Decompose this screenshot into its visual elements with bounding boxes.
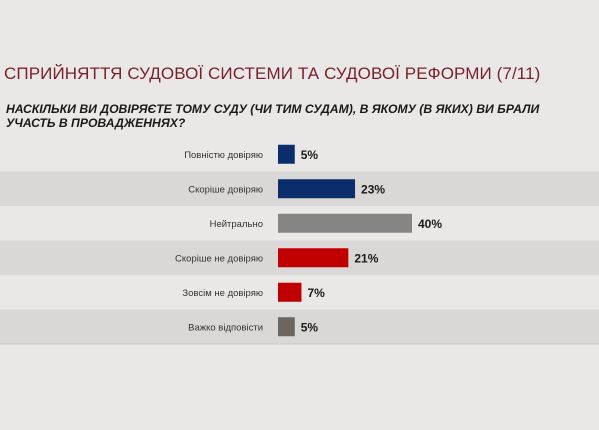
bar [278,248,349,268]
bar [278,179,356,199]
category-label: Скоріше не довіряю [175,253,263,264]
bar [278,144,295,164]
value-label: 5% [301,320,319,334]
bar [278,317,295,337]
category-label: Важко відповісти [188,322,263,333]
value-label: 7% [307,286,325,300]
category-label: Зовсім не довіряю [182,288,263,299]
value-label: 5% [301,148,319,162]
bar [278,213,412,233]
survey-question: НАСКІЛЬКИ ВИ ДОВІРЯЄТЕ ТОМУ СУДУ (ЧИ ТИМ… [6,102,540,130]
category-label: Нейтрально [210,219,263,230]
value-label: 21% [354,251,378,265]
row-band [0,309,599,344]
value-label: 40% [418,217,442,231]
bar [278,282,302,302]
category-label: Скоріше довіряю [188,184,263,195]
page-title: СПРИЙНЯТТЯ СУДОВОЇ СИСТЕМИ ТА СУДОВОЇ РЕ… [4,64,541,83]
value-label: 23% [361,182,385,196]
category-label: Повністю довіряю [184,150,263,161]
